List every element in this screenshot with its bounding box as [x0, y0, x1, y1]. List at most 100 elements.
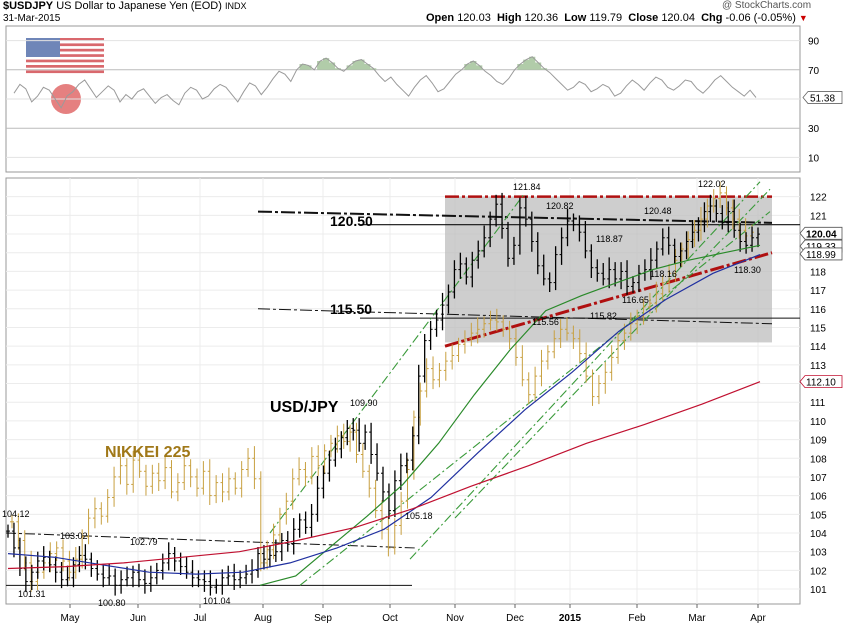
x-tick-label: Apr [750, 613, 766, 624]
point-label: 115.56 [532, 317, 559, 327]
indicator-tick-label: 30 [808, 124, 820, 135]
flag-stripe [26, 65, 104, 68]
price-value-tag [799, 226, 843, 240]
point-label: 101.31 [18, 589, 46, 599]
instrument-name: US Dollar to Japanese Yen (EOD) [56, 0, 222, 12]
nikkei-title: NIKKEI 225 [105, 444, 190, 461]
level-line-upper [257, 210, 773, 224]
point-label: 103.02 [60, 531, 88, 541]
price-tick-label: 101 [810, 585, 827, 596]
price-tick-label: 111 [810, 398, 826, 409]
price-tick-label: 102 [810, 566, 827, 577]
channel-bottom-line [444, 251, 773, 348]
indicator-value-tag [802, 91, 843, 104]
price-tick-label: 105 [810, 510, 827, 521]
price-value-tag [799, 375, 843, 389]
x-tick-label: Aug [254, 613, 272, 624]
moving-average-mid [7, 254, 761, 575]
indicator-value-label: 51.38 [810, 94, 835, 105]
price-value-label: 120.04 [806, 229, 837, 240]
high-label: High [496, 12, 522, 24]
high-value: 120.36 [524, 12, 559, 24]
point-label: 122.02 [698, 179, 726, 189]
green-trend-line [299, 211, 771, 586]
price-value-label: 118.99 [806, 250, 836, 261]
moving-average-long [7, 381, 761, 570]
point-label: 121.84 [513, 182, 541, 192]
chart-header: $USDJPY US Dollar to Japanese Yen (EOD) … [3, 0, 246, 12]
exchange: INDX [224, 1, 247, 11]
x-tick-label: Nov [446, 613, 464, 624]
down-arrow-icon: ▼ [798, 13, 808, 23]
point-label: 118.87 [596, 234, 623, 244]
close-value: 120.04 [661, 12, 695, 24]
price-tick-label: 118 [810, 267, 826, 278]
price-value-tag [799, 247, 843, 261]
green-trend-line [454, 188, 771, 519]
price-tick-label: 121 [810, 211, 827, 222]
price-value-label: 112.10 [806, 378, 836, 389]
indicator-tick-label: 70 [808, 66, 820, 77]
watermark: @ StockCharts.com [722, 0, 812, 11]
us-flag-icon [26, 38, 104, 74]
point-label: 105.18 [405, 511, 433, 521]
price-tick-label: 107 [810, 473, 827, 484]
chg-value: -0.06 (-0.05%) [725, 12, 796, 24]
price-tick-label: 110 [810, 417, 826, 428]
x-tick-label: May [61, 613, 80, 624]
price-tick-label: 103 [810, 548, 827, 559]
point-label: 118.30 [734, 265, 761, 275]
green-trend-line [269, 192, 526, 534]
x-tick-label: Mar [688, 613, 706, 624]
point-label: 100.80 [98, 598, 126, 608]
price-tick-label: 113 [810, 361, 826, 372]
level-label-upper: 120.50 [330, 213, 373, 229]
green-trend-line [409, 181, 761, 560]
indicator-tick-label: 90 [808, 37, 820, 48]
low-label: Low [564, 12, 587, 24]
symbol: $USDJPY [3, 0, 54, 12]
point-label: 115.82 [590, 311, 617, 321]
moving-average-short [259, 244, 761, 586]
level-line-lower [257, 308, 773, 325]
x-tick-label: Jul [194, 613, 207, 624]
close-label: Close [628, 12, 659, 24]
point-label: 101.04 [203, 596, 231, 606]
point-label: 120.48 [644, 206, 672, 216]
point-label: 118.16 [650, 269, 677, 279]
point-label: 120.82 [546, 201, 574, 211]
open-value: 120.03 [457, 12, 491, 24]
usdjpy-title: USD/JPY [270, 399, 339, 416]
price-tick-label: 104 [810, 529, 827, 540]
level-label-lower: 115.50 [330, 301, 372, 317]
price-tick-label: 108 [810, 454, 827, 465]
indicator-tick-label: 10 [808, 153, 820, 164]
chg-label: Chg [701, 12, 723, 24]
flag-stripe [26, 54, 104, 57]
x-tick-label: 2015 [559, 613, 582, 624]
flag-stripe [26, 70, 104, 74]
usdjpy-series [6, 192, 760, 596]
flag-stripe [26, 38, 104, 41]
level-line-104 [5, 532, 416, 549]
flag-stripe [26, 43, 104, 47]
chart-date: 31-Mar-2015 [3, 13, 61, 24]
price-tick-label: 116 [810, 305, 826, 316]
price-tick-label: 106 [810, 492, 827, 503]
x-tick-label: Feb [628, 613, 646, 624]
x-tick-label: Sep [314, 613, 332, 624]
x-tick-label: Dec [506, 613, 524, 624]
price-tick-label: 117 [810, 286, 826, 297]
point-label: 116.65 [622, 295, 649, 305]
flag-stripe [26, 59, 104, 63]
price-tick-label: 115 [810, 323, 826, 334]
price-tick-label: 109 [810, 436, 827, 447]
ohlc-readout: Open 120.03 High 120.36 Low 119.79 Close… [426, 12, 808, 24]
indicator-line [13, 56, 757, 109]
x-tick-label: Jun [130, 613, 146, 624]
point-label: 102.79 [130, 537, 158, 547]
x-tick-label: Oct [382, 613, 398, 624]
point-label: 104.12 [2, 509, 30, 519]
flag-canton [26, 38, 60, 57]
